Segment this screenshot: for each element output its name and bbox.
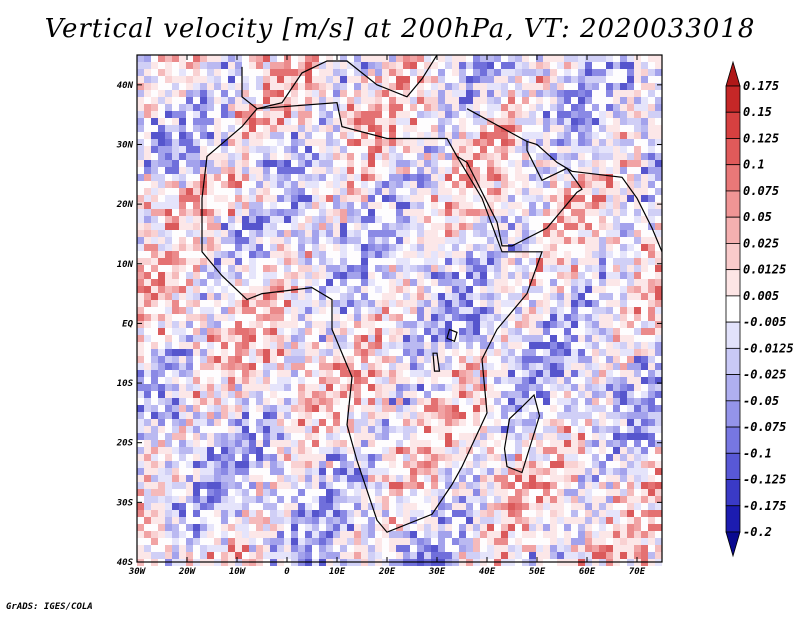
coastline-arabia (456, 141, 583, 247)
lake-victoria (446, 328, 458, 343)
x-tick-label: 10W (229, 567, 247, 577)
coastline-europe (241, 55, 438, 110)
x-tick-label: 20W (178, 567, 197, 577)
colorbar-swatch (725, 479, 741, 507)
grads-credit: GrADS: IGES/COLA (6, 602, 93, 612)
x-tick-label: 30W (128, 567, 147, 577)
colorbar-swatch (725, 452, 741, 480)
colorbar: 0.175 0.15 0.125 0.1 0.075 0.05 0.025 0.0125 0.0… (725, 60, 794, 558)
x-axis: 30W 20W 10W 0 10E 20E 30E 40E 50E 60E 70E (128, 55, 646, 577)
colorbar-label: -0.1 (743, 446, 772, 460)
colorbar-label: 0.0125 (743, 263, 786, 277)
x-tick-label: 10E (329, 567, 346, 577)
colorbar-swatch (725, 400, 741, 428)
coastlines (201, 55, 662, 533)
colorbar-label: 0.075 (743, 184, 779, 198)
colorbar-swatch (725, 505, 741, 533)
coastline-madagascar (503, 393, 541, 474)
colorbar-extend-max (725, 60, 741, 87)
colorbar-label: -0.0125 (743, 341, 794, 355)
colorbar-swatch (725, 295, 741, 323)
colorbar-swatch (725, 216, 741, 244)
colorbar-extend-min (725, 531, 741, 558)
y-tick-label: 10N (117, 260, 134, 270)
colorbar-label: -0.2 (743, 525, 772, 539)
colorbar-swatch (725, 190, 741, 218)
colorbar-label: -0.005 (743, 315, 786, 329)
colorbar-label: 0.175 (743, 79, 779, 93)
colorbar-label: 0.025 (743, 236, 779, 250)
colorbar-swatch (725, 374, 741, 402)
colorbar-label: -0.025 (743, 368, 786, 382)
y-tick-label: 30S (116, 498, 134, 508)
y-tick-label: 40S (117, 558, 134, 568)
chart-title: Vertical velocity [m/s] at 200hPa, VT: 2… (44, 14, 756, 44)
y-tick-label: 20S (116, 439, 134, 449)
y-axis: 40S 30S 20S 10S EQ 10N 20N 30N 40N (116, 81, 662, 568)
coastline-africa (201, 102, 543, 533)
colorbar-swatch (725, 426, 741, 454)
colorbar-swatch (725, 164, 741, 192)
colorbar-swatch (725, 111, 741, 139)
y-tick-label: 40N (117, 81, 134, 91)
x-tick-label: 40E (479, 567, 496, 577)
colorbar-label: 0.125 (743, 131, 779, 145)
lake-tanganyika (432, 352, 441, 372)
colorbar-swatch (725, 321, 741, 349)
x-tick-label: 70E (629, 567, 646, 577)
x-tick-label: 30E (428, 567, 446, 577)
colorbar-swatch (725, 269, 741, 297)
x-tick-label: 0 (284, 567, 290, 577)
colorbar-swatch (725, 347, 741, 375)
colorbar-label: -0.175 (743, 499, 786, 513)
colorbar-swatch (725, 138, 741, 166)
x-tick-label: 60E (579, 567, 596, 577)
colorbar-label: 0.15 (743, 105, 772, 119)
colorbar-label: 0.1 (743, 158, 765, 172)
colorbar-label: -0.125 (743, 473, 786, 487)
y-tick-label: 20N (116, 200, 134, 210)
plot-frame (136, 54, 663, 563)
coastline-asia (466, 108, 662, 253)
x-tick-label: 50E (529, 567, 546, 577)
velocity-field (137, 55, 662, 566)
y-tick-label: 30N (116, 140, 134, 150)
y-tick-label: 10S (117, 379, 134, 389)
x-tick-label: 20E (378, 567, 396, 577)
colorbar-label: 0.005 (743, 289, 779, 303)
colorbar-swatch (725, 243, 741, 271)
colorbar-label: 0.05 (743, 210, 772, 224)
plot-area (137, 55, 662, 566)
y-tick-label: EQ (122, 319, 133, 329)
colorbar-swatch (725, 85, 741, 113)
colorbar-label: -0.05 (743, 394, 779, 408)
colorbar-label: -0.075 (743, 420, 786, 434)
